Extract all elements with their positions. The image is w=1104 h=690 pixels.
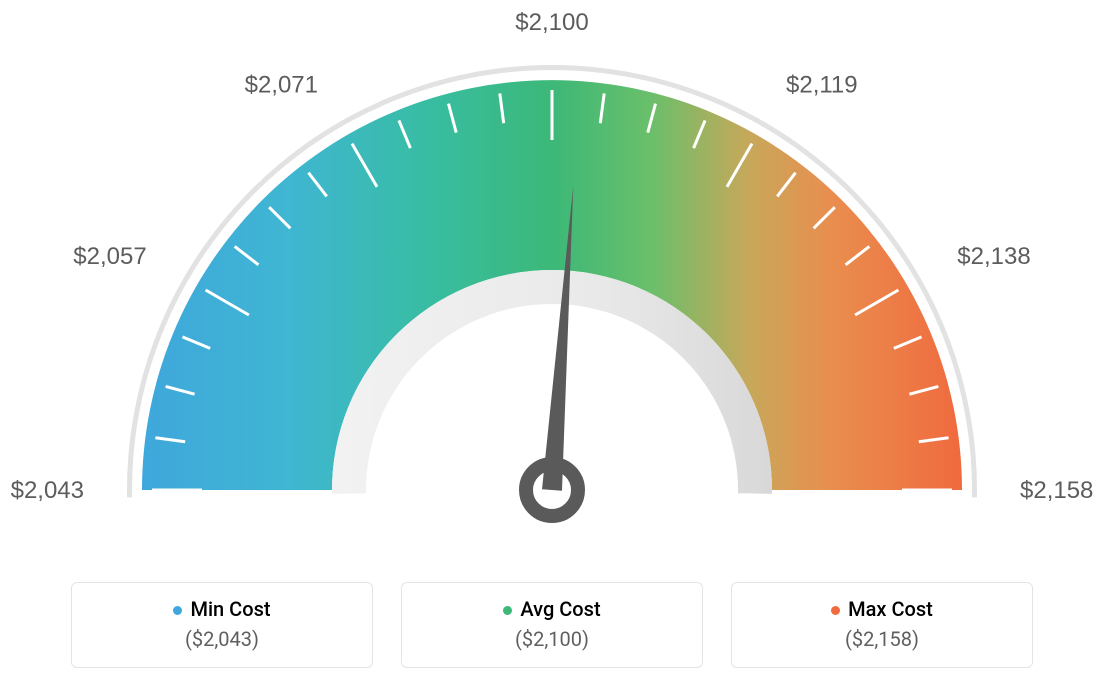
legend-row: Min Cost ($2,043) Avg Cost ($2,100) Max … <box>0 582 1104 668</box>
legend-value-max: ($2,158) <box>732 627 1032 651</box>
legend-card-avg: Avg Cost ($2,100) <box>401 582 703 668</box>
gauge-svg: $2,043 $2,057 $2,071 $2,100 $2,119 $2,138 $2,1… <box>0 0 1104 560</box>
legend-label-text: Avg Cost <box>520 597 600 621</box>
legend-label-max: Max Cost <box>732 597 1032 621</box>
dot-icon <box>831 606 840 615</box>
svg-text:$2,043: $2,043 <box>11 477 84 504</box>
legend-card-min: Min Cost ($2,043) <box>71 582 373 668</box>
legend-label-avg: Avg Cost <box>402 597 702 621</box>
cost-gauge-infographic: $2,043 $2,057 $2,071 $2,100 $2,119 $2,138 $2,1… <box>0 0 1104 690</box>
svg-text:$2,100: $2,100 <box>515 9 588 36</box>
dot-icon <box>503 606 512 615</box>
dot-icon <box>173 606 182 615</box>
svg-text:$2,119: $2,119 <box>786 72 858 99</box>
svg-text:$2,071: $2,071 <box>245 72 318 99</box>
legend-value-min: ($2,043) <box>72 627 372 651</box>
legend-label-min: Min Cost <box>72 597 372 621</box>
legend-label-text: Min Cost <box>190 597 270 621</box>
svg-text:$2,057: $2,057 <box>73 243 146 270</box>
svg-text:$2,158: $2,158 <box>1020 477 1093 504</box>
legend-card-max: Max Cost ($2,158) <box>731 582 1033 668</box>
legend-value-avg: ($2,100) <box>402 627 702 651</box>
gauge-svg-container: $2,043 $2,057 $2,071 $2,100 $2,119 $2,138 $2,1… <box>0 0 1104 560</box>
legend-label-text: Max Cost <box>848 597 933 621</box>
svg-text:$2,138: $2,138 <box>957 243 1030 270</box>
